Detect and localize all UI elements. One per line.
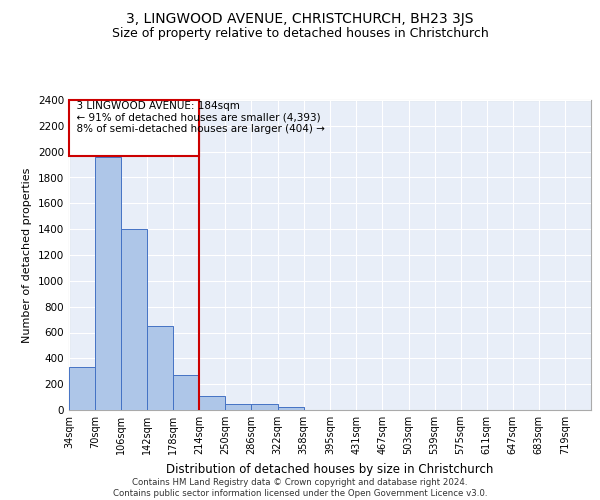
Bar bbox=[251, 404, 278, 410]
Bar bbox=[95, 157, 121, 410]
Y-axis label: Number of detached properties: Number of detached properties bbox=[22, 168, 32, 342]
Text: Size of property relative to detached houses in Christchurch: Size of property relative to detached ho… bbox=[112, 28, 488, 40]
Text: Contains HM Land Registry data © Crown copyright and database right 2024.
Contai: Contains HM Land Registry data © Crown c… bbox=[113, 478, 487, 498]
Text: 3 LINGWOOD AVENUE: 184sqm
  ← 91% of detached houses are smaller (4,393)
  8% of: 3 LINGWOOD AVENUE: 184sqm ← 91% of detac… bbox=[70, 102, 325, 134]
Bar bbox=[199, 396, 226, 410]
Bar bbox=[147, 326, 173, 410]
Bar bbox=[69, 368, 95, 410]
Bar bbox=[121, 229, 147, 410]
X-axis label: Distribution of detached houses by size in Christchurch: Distribution of detached houses by size … bbox=[166, 462, 494, 475]
Bar bbox=[173, 375, 199, 410]
Bar bbox=[226, 404, 251, 410]
FancyBboxPatch shape bbox=[69, 100, 199, 156]
Text: 3, LINGWOOD AVENUE, CHRISTCHURCH, BH23 3JS: 3, LINGWOOD AVENUE, CHRISTCHURCH, BH23 3… bbox=[126, 12, 474, 26]
Bar bbox=[278, 407, 304, 410]
